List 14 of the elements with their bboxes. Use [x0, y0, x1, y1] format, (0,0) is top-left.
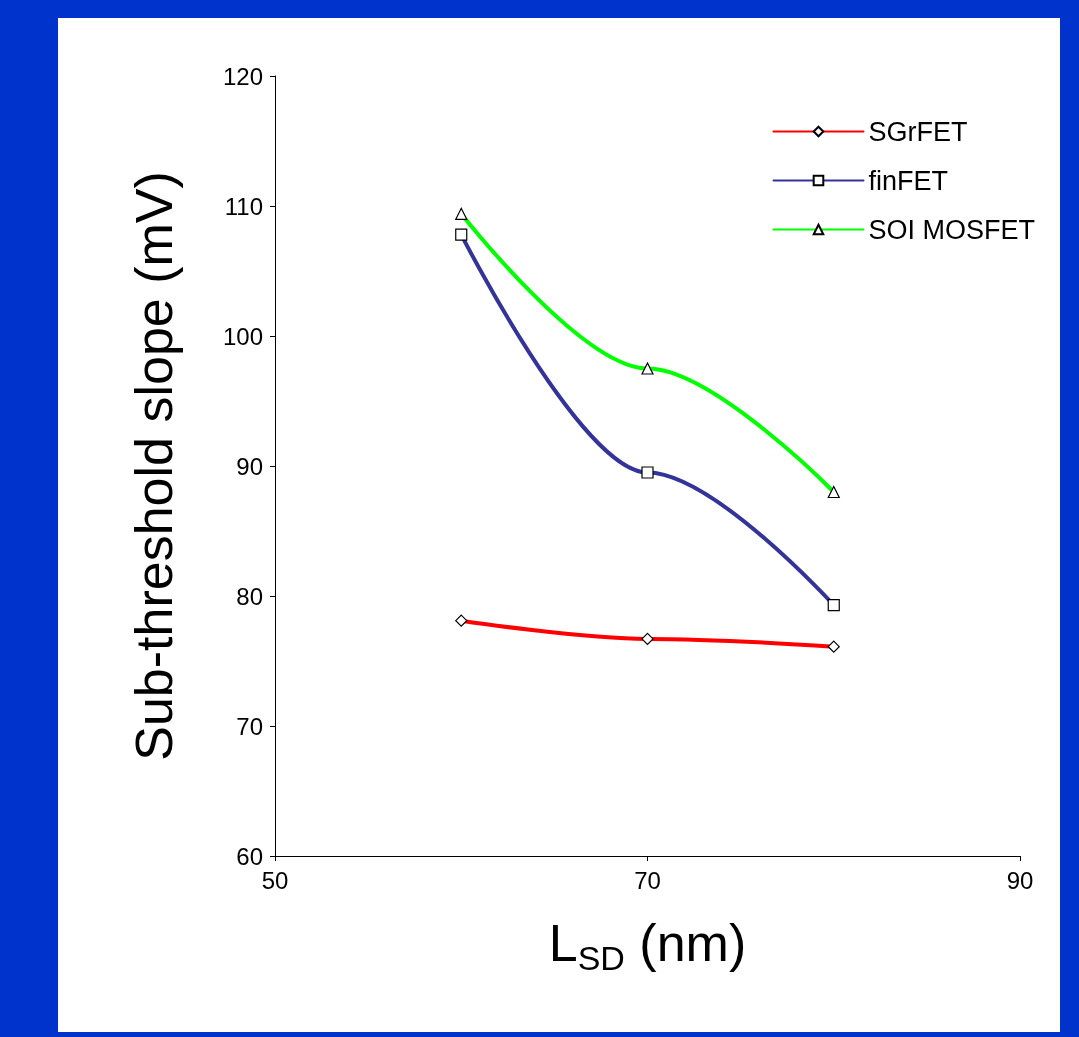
y-tick-label: 70 — [236, 712, 263, 740]
y-tick-label: 120 — [222, 62, 263, 90]
y-tick-label: 90 — [236, 452, 263, 480]
y-tick-label: 110 — [224, 192, 263, 220]
y-axis-title: Sub-threshold slope (mV) — [125, 171, 183, 761]
x-tick-label: 90 — [1006, 866, 1034, 894]
legend-label: SGrFET — [868, 116, 968, 147]
legend-label: SOI MOSFET — [868, 214, 1036, 245]
y-tick-label: 60 — [236, 842, 263, 870]
x-tick-label: 70 — [634, 866, 661, 894]
y-tick-label: 80 — [236, 582, 263, 610]
x-tick-label: 50 — [261, 866, 289, 894]
legend-label: finFET — [868, 165, 949, 196]
y-tick-label: 100 — [222, 322, 263, 350]
